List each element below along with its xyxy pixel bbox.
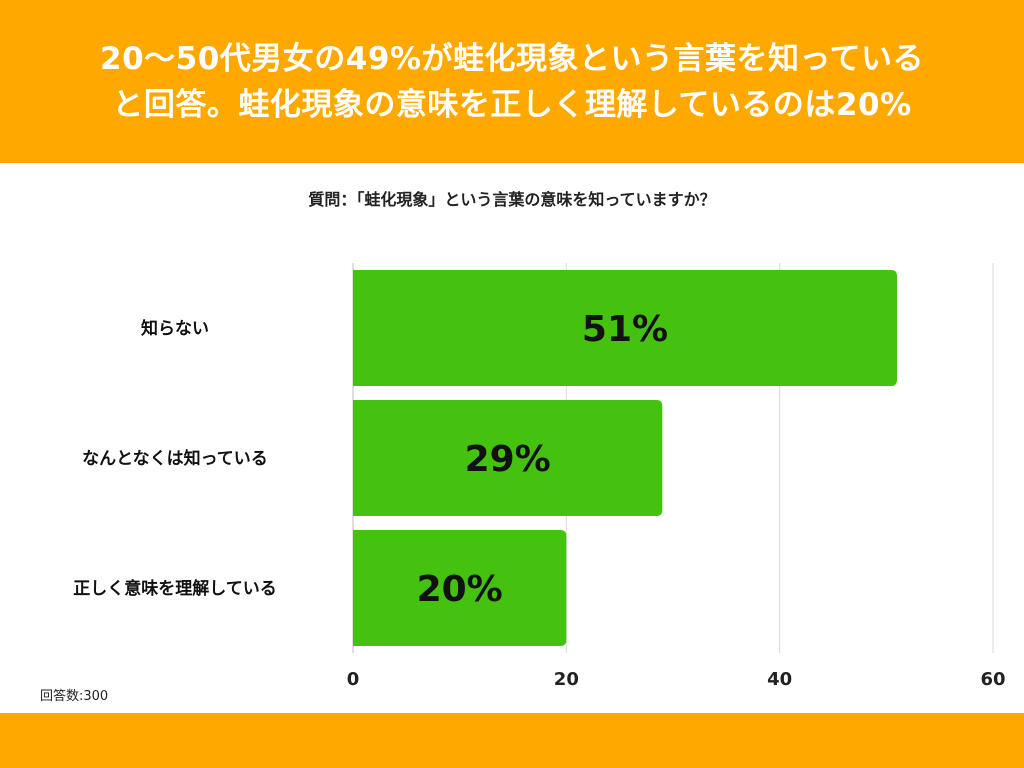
bar-chart: 0 20 40 60 51% 知らない 29% なんとなくは知っている 20% 正しく意味を理解し… bbox=[73, 263, 1006, 690]
title-line-1: 20〜50代男女の49%が蛙化現象という言葉を知っている bbox=[100, 40, 924, 77]
category-label: なんとなくは知っている bbox=[82, 448, 268, 469]
title-line-2: と回答。蛙化現象の意味を正しく理解しているのは20% bbox=[112, 86, 912, 123]
x-tick-label: 40 bbox=[767, 669, 792, 690]
x-tick-label: 60 bbox=[980, 669, 1005, 690]
category-label: 知らない bbox=[140, 318, 209, 339]
x-tick-label: 20 bbox=[554, 669, 579, 690]
footer-band bbox=[0, 713, 1024, 768]
data-label: 29% bbox=[465, 439, 551, 480]
data-label: 51% bbox=[582, 309, 668, 350]
data-label: 20% bbox=[417, 569, 503, 610]
bar bbox=[353, 530, 567, 646]
bar bbox=[353, 270, 897, 386]
x-tick-label: 0 bbox=[347, 669, 360, 690]
respondent-count: 回答数:300 bbox=[40, 689, 109, 704]
question-text: 質問：「蛙化現象」という言葉の意味を知っていますか？ bbox=[308, 190, 716, 209]
bar bbox=[353, 400, 663, 516]
category-label: 正しく意味を理解している bbox=[73, 578, 277, 599]
title-banner: 20〜50代男女の49%が蛙化現象という言葉を知っている と回答。蛙化現象の意味… bbox=[0, 0, 1024, 163]
